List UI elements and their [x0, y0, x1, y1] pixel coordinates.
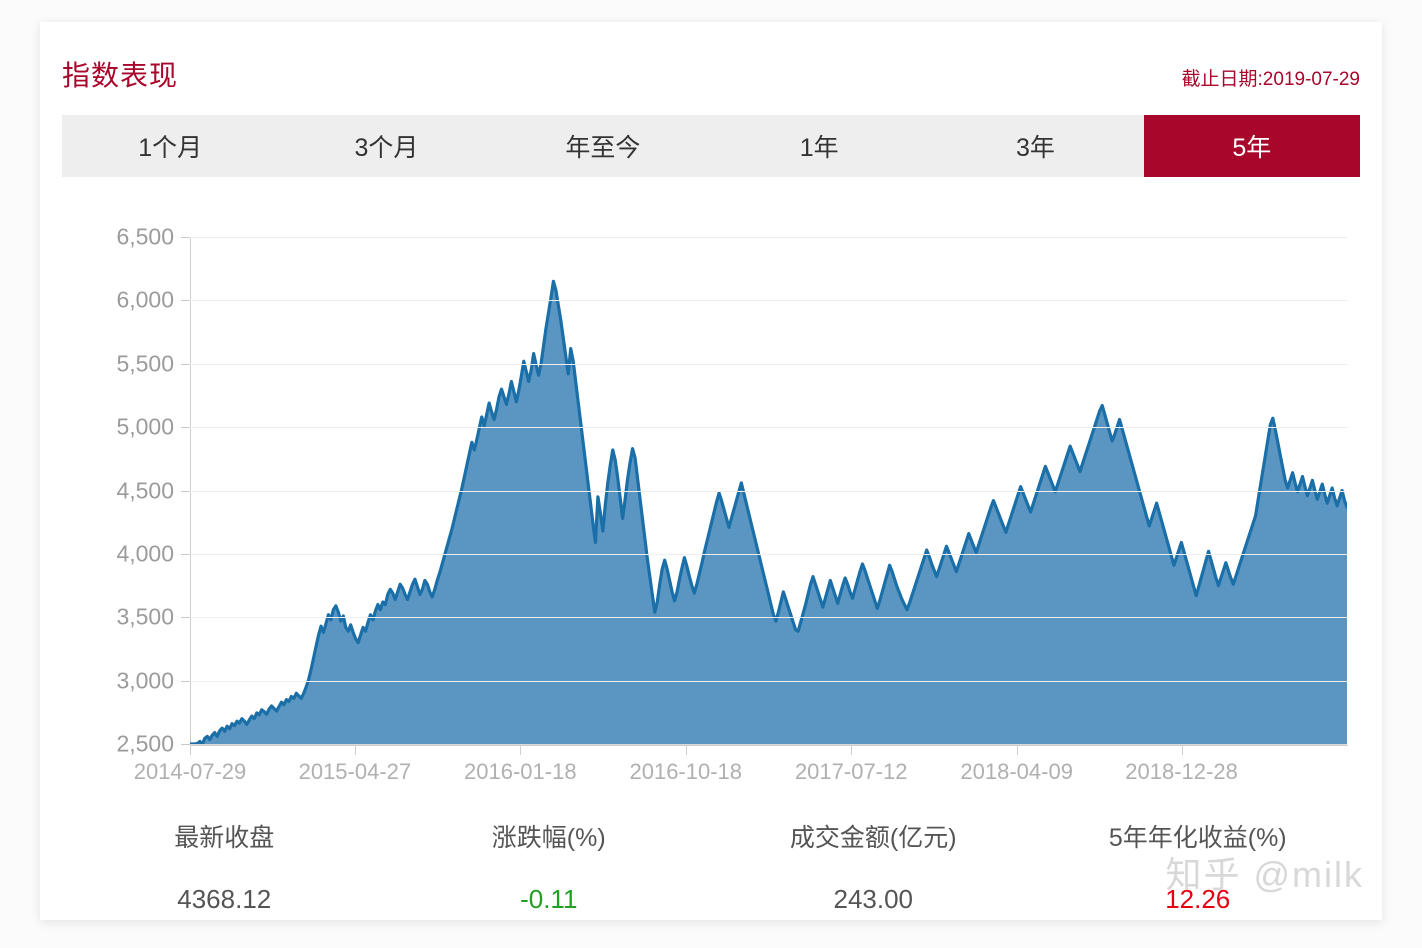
y-tick-label: 5,000: [116, 413, 174, 440]
stat-cell-3: 5年年化收益(%) 12.26: [1036, 812, 1361, 922]
y-tick-label: 4,500: [116, 477, 174, 503]
stat-cell-1: 涨跌幅(%) -0.11: [387, 812, 712, 922]
area-fill-path: [190, 281, 1347, 744]
y-tick-mark: [181, 744, 190, 745]
x-tick-mark: [190, 746, 191, 755]
page-title: 指数表现: [62, 60, 179, 91]
stat-cell-0: 最新收盘 4368.12: [62, 812, 387, 922]
stat-cell-2: 成交金额(亿元) 243.00: [711, 812, 1036, 922]
y-gridline: [190, 744, 1347, 745]
as-of-date-label: 截止日期:2019-07-29: [1181, 69, 1360, 90]
x-tick-label: 2016-10-18: [629, 759, 743, 784]
y-tick-label: 2,500: [116, 730, 174, 757]
x-tick-label: 2014-07-29: [133, 759, 247, 784]
summary-stats-row: 最新收盘 4368.12 涨跌幅(%) -0.11 成交金额(亿元) 243.00 5年年化…: [62, 812, 1360, 922]
y-tick-label: 3,000: [116, 667, 174, 694]
x-tick-mark: [354, 746, 356, 755]
stat-value: -0.11: [520, 884, 578, 914]
y-tick-mark: [181, 363, 190, 365]
tab-period-3[interactable]: 1年: [799, 134, 839, 162]
stat-value: 243.00: [833, 884, 914, 914]
tab-period-4[interactable]: 3年: [1016, 134, 1055, 162]
tab-period-1[interactable]: 3个月: [354, 134, 419, 162]
y-gridline: [190, 237, 1347, 238]
x-tick-mark: [851, 746, 853, 755]
y-tick-label: 5,500: [116, 350, 174, 377]
y-tick-mark: [181, 237, 190, 238]
y-tick-mark: [181, 300, 190, 302]
x-tick-label: 2015-04-27: [298, 759, 412, 784]
stat-label: 涨跌幅(%): [491, 824, 606, 852]
x-tick-mark: [520, 746, 522, 755]
y-tick-mark: [181, 617, 190, 619]
stat-label: 成交金额(亿元): [789, 824, 957, 852]
card-header: 指数表现 截止日期:2019-07-29: [40, 22, 1382, 100]
stat-value: 4368.12: [177, 884, 272, 914]
stat-label: 最新收盘: [174, 824, 275, 852]
y-gridline: [190, 680, 1347, 682]
y-tick-label: 6,000: [116, 286, 174, 313]
index-chart: 6,500 6,000 5,500 5,000 4,500 4,000 3,500 3,000…: [62, 192, 1360, 797]
y-gridline: [190, 617, 1347, 619]
x-tick-label: 2018-04-09: [960, 759, 1073, 784]
x-tick-label: 2017-07-12: [794, 759, 908, 784]
tab-period-5[interactable]: 5年: [1143, 115, 1360, 177]
x-axis-line: [190, 745, 1348, 746]
y-gridline: [190, 300, 1347, 302]
plot-area: [190, 237, 1347, 744]
period-tab-bar: 1个月 3个月 年至今 1年 3年 5年: [62, 115, 1360, 177]
stat-label: 5年年化收益(%): [1108, 824, 1287, 852]
y-axis-line: [190, 237, 191, 746]
line-stroke-path: [190, 281, 1347, 744]
y-gridline: [190, 363, 1347, 365]
y-gridline: [190, 553, 1347, 555]
y-tick-mark: [181, 680, 190, 682]
tab-period-2[interactable]: 年至今: [565, 134, 641, 162]
x-tick-label: 2016-01-18: [464, 759, 577, 784]
x-tick-mark: [1181, 746, 1183, 755]
x-tick-mark: [1016, 746, 1018, 755]
y-gridline: [190, 427, 1347, 429]
x-tick-mark: [685, 746, 687, 755]
y-tick-label: 3,500: [116, 603, 174, 630]
y-tick-label: 6,500: [116, 223, 174, 250]
y-tick-mark: [181, 553, 190, 555]
y-gridline: [190, 490, 1347, 492]
y-tick-mark: [181, 427, 190, 429]
index-performance-card: 指数表现 截止日期:2019-07-29 1个月 3个月 年至今 1年 3年 5年 6,5…: [40, 22, 1382, 920]
stat-value: 12.26: [1165, 884, 1231, 914]
x-tick-label: 2018-12-28: [1125, 759, 1238, 784]
y-tick-mark: [181, 490, 190, 492]
index-area-series: [190, 237, 1347, 744]
tab-period-0[interactable]: 1个月: [138, 134, 203, 162]
y-tick-label: 4,000: [116, 540, 174, 567]
